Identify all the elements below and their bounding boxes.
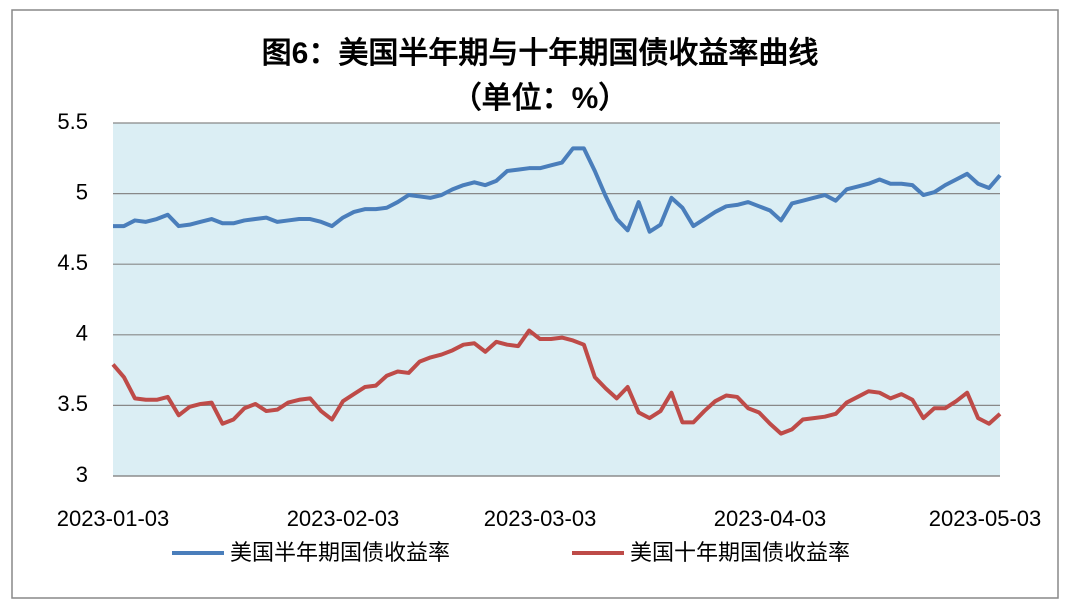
chart-subtitle: （单位：%）: [452, 81, 629, 115]
y-tick-label: 4: [76, 321, 88, 346]
y-tick-label: 3.5: [57, 391, 88, 416]
x-tick-label: 2023-04-03: [714, 506, 827, 531]
plot-area: [113, 123, 1000, 476]
y-tick-label: 5.5: [57, 109, 88, 134]
line-series: [111, 328, 1002, 436]
x-tick-label: 2023-03-03: [484, 506, 597, 531]
line-series: [113, 146, 1002, 234]
y-tick-label: 4.5: [57, 250, 88, 275]
y-tick-label: 3: [76, 462, 88, 487]
x-tick-label: 2023-01-03: [57, 506, 170, 531]
legend-label: 美国十年期国债收益率: [630, 540, 850, 565]
y-tick-label: 5: [76, 179, 88, 204]
x-tick-label: 2023-05-03: [929, 506, 1042, 531]
legend-label: 美国半年期国债收益率: [230, 540, 450, 565]
x-tick-label: 2023-02-03: [287, 506, 400, 531]
chart-title: 图6：美国半年期与十年期国债收益率曲线: [262, 36, 819, 70]
